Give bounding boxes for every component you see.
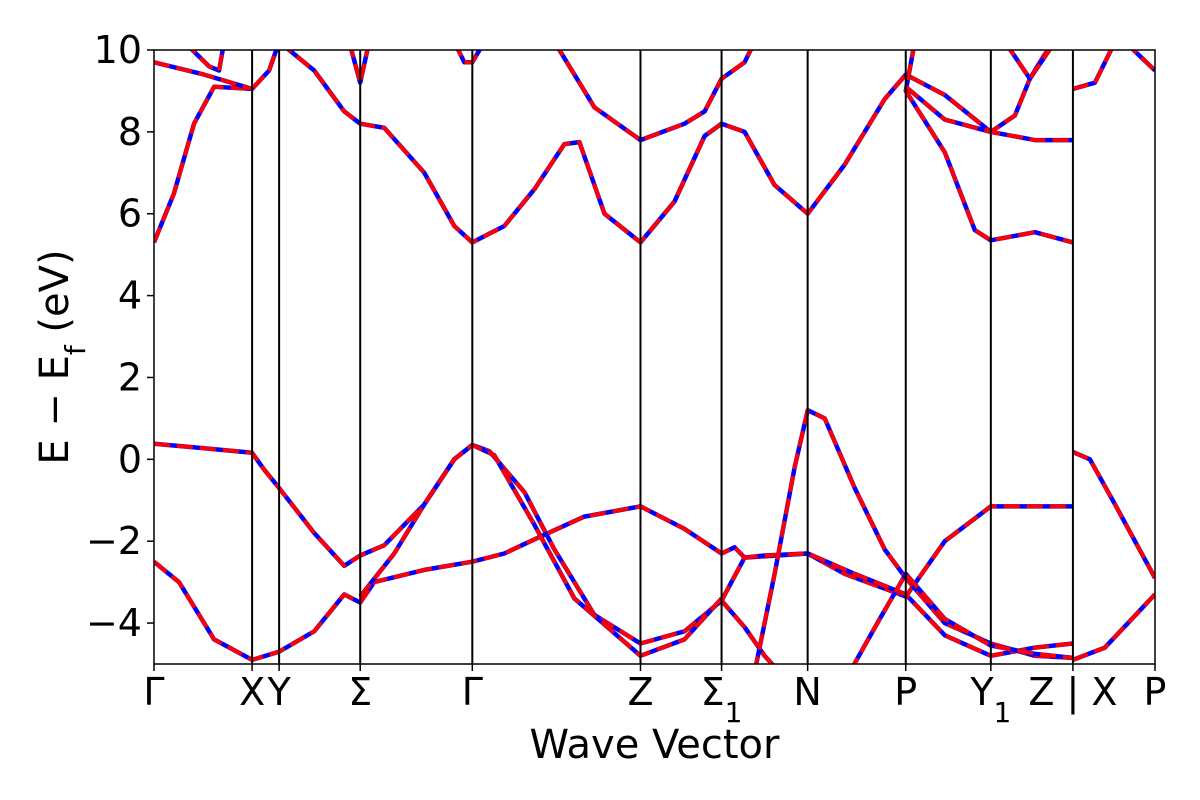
y-tick-label: −2 bbox=[86, 519, 142, 563]
x-tick-label-2: Y bbox=[267, 670, 292, 714]
band-7-blue-solid bbox=[1072, 592, 1155, 663]
band-1-red-dashed bbox=[154, 504, 1073, 662]
x-tick-label-1: X bbox=[239, 670, 265, 714]
band-13-red-dashed bbox=[456, 50, 482, 65]
kpoint-vertical-lines bbox=[251, 50, 1074, 664]
band-18-red-dashed bbox=[1072, 50, 1114, 91]
x-tick-label-6: Σ1 bbox=[701, 670, 743, 729]
band-2-blue-solid bbox=[358, 442, 724, 659]
band-lines bbox=[154, 50, 1155, 664]
x-tick-label-8: P bbox=[894, 670, 917, 714]
band-9-red-dashed bbox=[154, 60, 253, 91]
x-tick-label-7: N bbox=[793, 670, 821, 714]
x-tick-label-4: Γ bbox=[462, 670, 483, 714]
x-tick-label-11: P bbox=[1144, 670, 1167, 714]
y-tick-label: 2 bbox=[118, 355, 142, 399]
band-17-blue-solid bbox=[1007, 50, 1053, 81]
y-tick-label: 0 bbox=[118, 437, 142, 481]
y-tick-label: 6 bbox=[118, 192, 142, 236]
y-tick-label: 10 bbox=[94, 28, 142, 72]
plot-frame bbox=[153, 49, 1156, 665]
band-8-red-dashed bbox=[154, 50, 279, 244]
band-17-red-dashed bbox=[1008, 50, 1052, 81]
y-tick-label: 4 bbox=[118, 274, 142, 318]
y-axis-label-unit: (eV) bbox=[32, 249, 78, 345]
band-1-blue-solid bbox=[154, 504, 1073, 663]
x-tick-label-3: Σ bbox=[348, 670, 372, 714]
band-19-red-dashed bbox=[1130, 50, 1155, 72]
band-2-red-dashed bbox=[358, 443, 724, 658]
band-4-blue-solid bbox=[753, 407, 1074, 664]
band-5-red-dashed bbox=[852, 571, 1074, 664]
band-7-red-dashed bbox=[1072, 593, 1155, 662]
x-tick-label-9: Y1 bbox=[969, 670, 1011, 729]
band-6-red-dashed bbox=[1072, 450, 1155, 579]
y-axis-label-main: E − E bbox=[32, 355, 78, 465]
band-14-red-dashed bbox=[557, 50, 753, 143]
y-axis-ticks: −4 −2 0 2 4 6 8 10 bbox=[86, 28, 154, 645]
x-tick-label-5: Z bbox=[627, 670, 653, 714]
y-axis-label: E − Ef (eV) bbox=[32, 249, 92, 464]
x-tick-label-0: Γ bbox=[143, 670, 164, 714]
band-8-blue-solid bbox=[154, 50, 279, 244]
band-4-red-dashed bbox=[754, 408, 1074, 664]
y-axis-label-sub: f bbox=[59, 344, 92, 355]
band-10-red-dashed bbox=[189, 50, 225, 73]
band-6-blue-solid bbox=[1072, 449, 1155, 580]
band-12-red-dashed bbox=[349, 50, 370, 85]
y-tick-label: 8 bbox=[118, 110, 142, 154]
band-11-red-dashed bbox=[285, 50, 1051, 245]
x-axis-label: Wave Vector bbox=[530, 722, 781, 768]
x-tick-label-10: Z | X bbox=[1028, 670, 1117, 715]
x-axis-ticks: Γ X Y Σ Γ Z Σ1 N P Y1 Z | X P bbox=[143, 664, 1166, 729]
y-tick-label: −4 bbox=[86, 601, 142, 645]
